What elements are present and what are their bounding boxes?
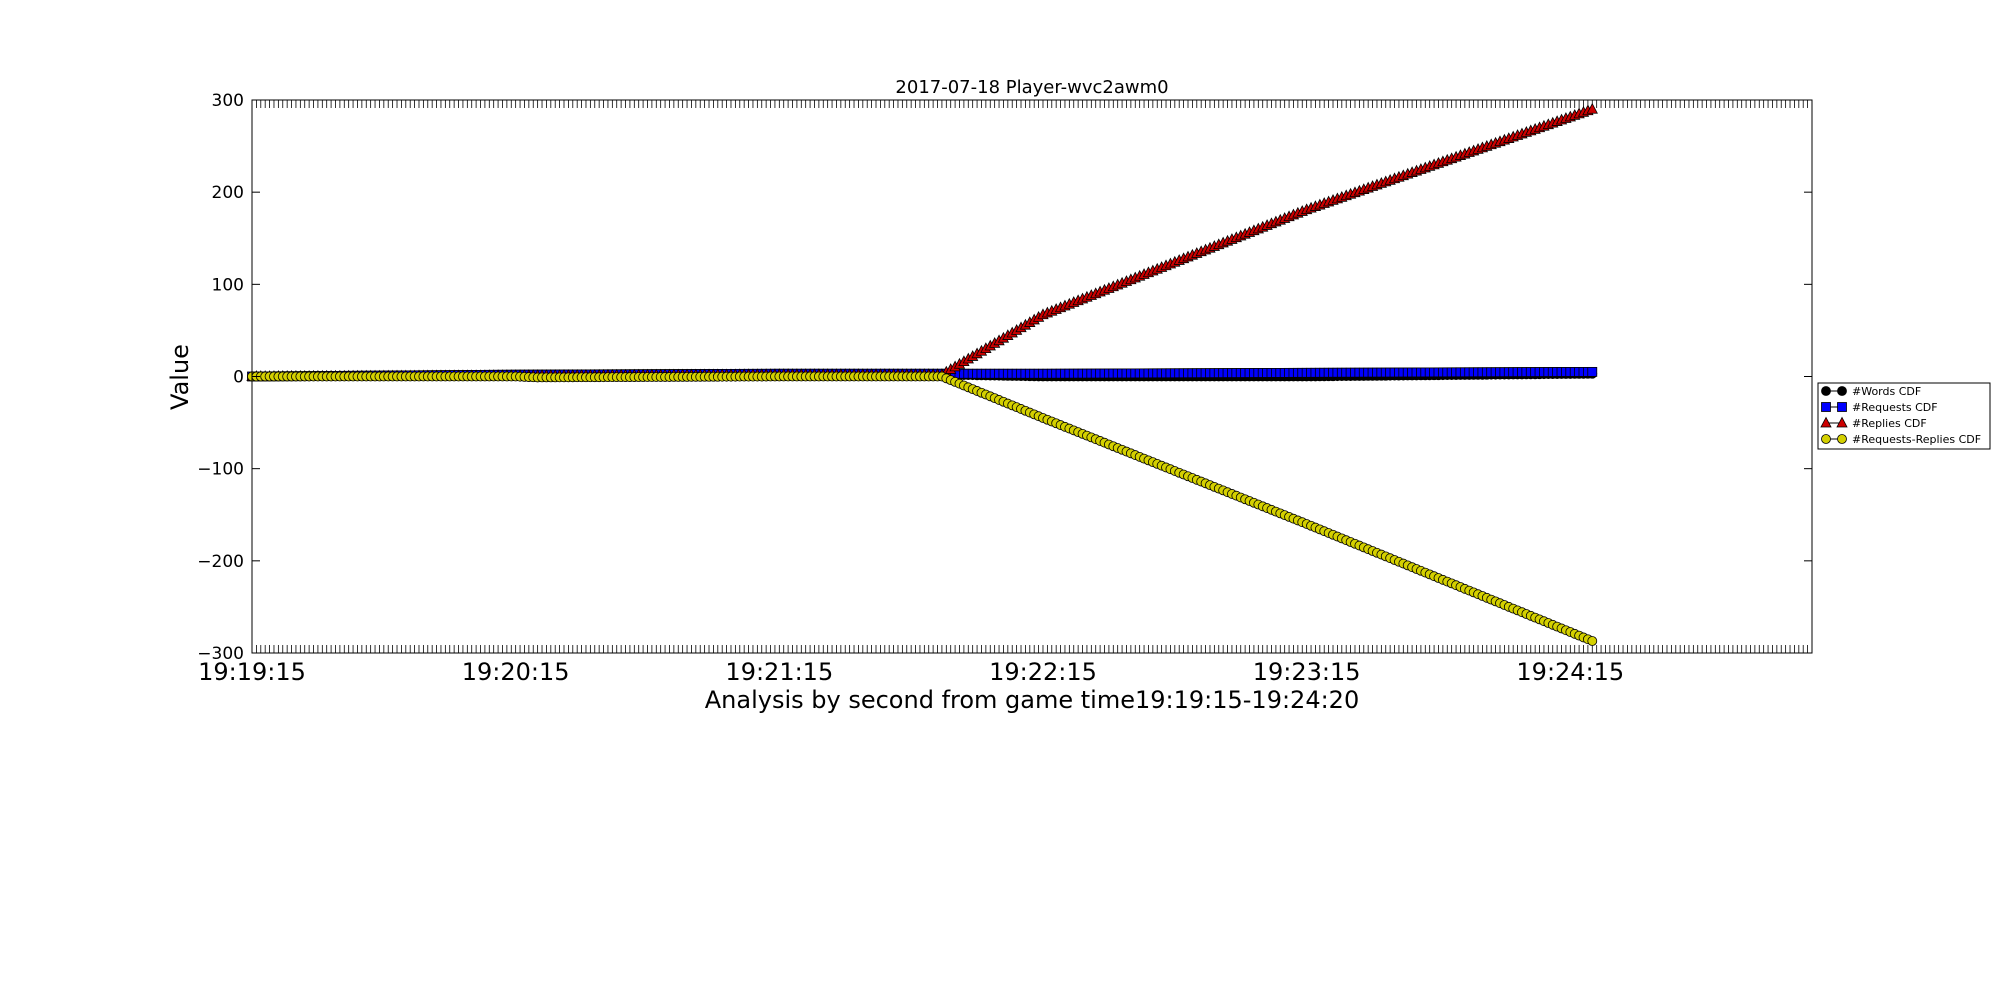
legend-label: #Requests-Replies CDF (1852, 433, 1981, 446)
x-tick-label: 19:23:15 (1253, 658, 1361, 686)
legend-entry: #Requests CDF (1821, 401, 1938, 414)
legend-marker (1821, 402, 1831, 412)
legend: #Words CDF #Requests CDF #Replies CDF #Requ… (1817, 382, 1991, 450)
y-tick-label: −300 (197, 644, 244, 664)
legend-label: #Requests CDF (1852, 401, 1938, 414)
y-axis: 300 200 100 0 −100 −200 −300 (197, 91, 1812, 664)
chart-title: 2017-07-18 Player-wvc2awm0 (895, 77, 1168, 98)
x-tick-label: 19:24:15 (1516, 658, 1624, 686)
legend-entry: #Words CDF (1821, 385, 1921, 398)
data-point (1587, 636, 1598, 646)
y-tick-label: 0 (233, 368, 244, 388)
legend-marker (1837, 434, 1847, 444)
x-tick-label: 19:22:15 (989, 658, 1097, 686)
y-tick-label: 300 (212, 91, 244, 111)
x-axis: 19:19:15 19:20:15 19:21:15 19:22:15 19:23:15… (198, 658, 1624, 686)
legend-marker (1820, 416, 1832, 428)
y-tick-label: 200 (212, 183, 244, 203)
legend-label: #Replies CDF (1852, 417, 1927, 430)
series-4 (247, 371, 1598, 646)
legend-marker (1837, 386, 1847, 396)
data-point (1586, 102, 1598, 114)
legend-marker (1821, 434, 1831, 444)
x-tick-label: 19:20:15 (462, 658, 570, 686)
y-tick-label: −200 (197, 552, 244, 572)
legend-marker (1821, 386, 1831, 396)
data-point (1587, 366, 1598, 377)
legend-entry: #Replies CDF (1820, 416, 1927, 430)
legend-marker (1837, 402, 1847, 412)
legend-entry: #Requests-Replies CDF (1821, 433, 1981, 446)
y-tick-label: 100 (212, 275, 244, 295)
y-tick-label: −100 (197, 460, 244, 480)
legend-marker (1836, 416, 1848, 428)
legend-label: #Words CDF (1852, 385, 1921, 398)
series-layer (246, 102, 1598, 646)
x-tick-label: 19:21:15 (725, 658, 833, 686)
minor-ticks (251, 100, 1813, 653)
x-tick-label: 19:19:15 (198, 658, 306, 686)
y-axis-label: Value (166, 344, 194, 410)
x-axis-label: Analysis by second from game time19:19:1… (705, 686, 1359, 714)
